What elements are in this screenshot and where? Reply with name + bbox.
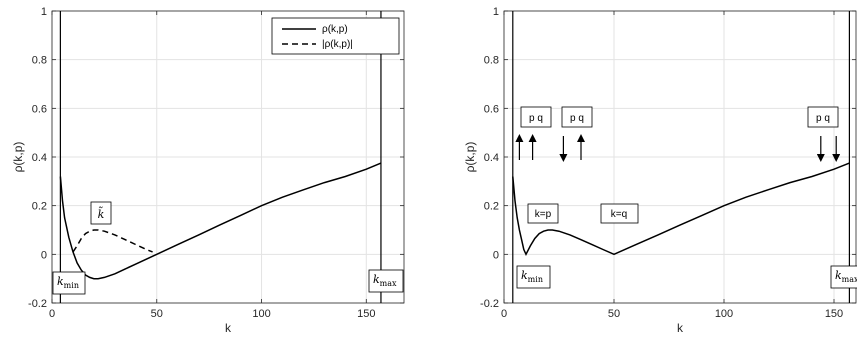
legend-box [271, 17, 400, 55]
legend-entry: ρ(k,p) [322, 24, 348, 35]
annotation-box [600, 203, 639, 224]
annotation-box [807, 106, 839, 128]
y-axis-label: ρ(k,p) [463, 142, 477, 173]
y-tick-label: 0.4 [484, 152, 499, 164]
x-axis-label: k [677, 321, 684, 335]
x-tick-label: 0 [49, 308, 55, 320]
y-tick-label: 0.2 [484, 201, 499, 213]
y-axis-label: ρ(k,p) [11, 142, 25, 173]
x-tick-label: 100 [252, 308, 270, 320]
annotation-kmin-sub: min [64, 281, 79, 290]
y-tick-label: -0.2 [28, 298, 47, 310]
y-tick-label: 1 [41, 6, 47, 18]
annotation-box [561, 106, 593, 128]
series-line-1 [512, 162, 850, 257]
x-tick-label: 100 [715, 308, 733, 320]
annotation-box [520, 106, 552, 128]
y-tick-label: 0.8 [32, 55, 47, 67]
annotation-box [90, 201, 112, 225]
annotation-box [527, 203, 559, 224]
x-tick-label: 50 [608, 308, 620, 320]
annotation-pq: p q [816, 113, 830, 124]
annotation-box [368, 269, 404, 293]
y-tick-label: 0 [493, 249, 499, 261]
annotation-box [516, 265, 551, 289]
series-line-2 [72, 229, 153, 253]
annotation-pq: p q [529, 113, 543, 124]
y-tick-label: 1 [493, 6, 499, 18]
x-tick-label: 150 [357, 308, 375, 320]
annotation-kmax-sub: max [380, 279, 397, 288]
annotation-kq: k=q [611, 209, 627, 220]
x-axis-label: k [225, 321, 232, 335]
annotation-k-tilde: k̃ [98, 207, 105, 221]
y-tick-label: 0.2 [32, 201, 47, 213]
x-tick-label: 0 [501, 308, 507, 320]
annotation-kmin-sub: min [528, 275, 543, 284]
panel-1: 0 50 100 150-0.200.20.40.60.81kρ(k,p)ρ(k,p)… [11, 6, 405, 335]
series-line-1 [59, 162, 382, 280]
legend-entry: |ρ(k,p)| [322, 39, 353, 50]
annotation-kmax-sub: max [842, 275, 857, 284]
x-tick-label: 150 [825, 308, 843, 320]
annotation-kp: k=p [535, 209, 552, 220]
x-tick-label: 50 [151, 308, 163, 320]
y-tick-label: 0.6 [32, 103, 47, 115]
y-tick-label: 0.6 [484, 103, 499, 115]
annotation-pq: p q [570, 113, 584, 124]
annotation-box [52, 271, 86, 295]
y-tick-label: 0.4 [32, 152, 47, 164]
annotation-box [830, 265, 857, 289]
y-tick-label: 0.8 [484, 55, 499, 67]
y-tick-label: 0 [41, 249, 47, 261]
y-tick-label: -0.2 [480, 298, 499, 310]
